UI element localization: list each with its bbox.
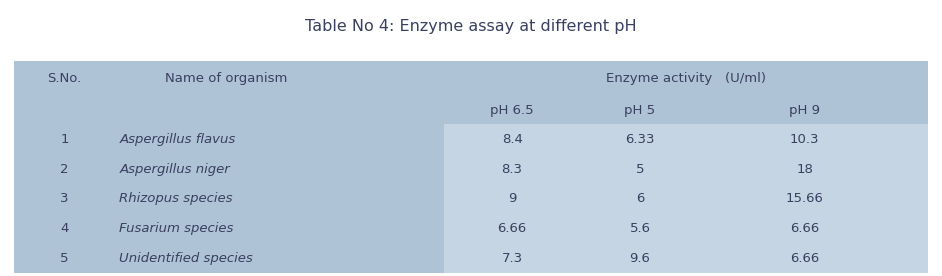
Text: 10.3: 10.3 (789, 133, 820, 146)
Text: 7.3: 7.3 (501, 252, 523, 265)
Text: 5: 5 (60, 252, 69, 265)
Bar (444, 124, 928, 154)
Text: Table No 4: Enzyme assay at different pH: Table No 4: Enzyme assay at different pH (305, 19, 637, 34)
Text: 4: 4 (60, 222, 69, 235)
Bar (444, 154, 928, 184)
Text: 2: 2 (60, 163, 69, 176)
Bar (14, 243, 444, 273)
Text: pH 5: pH 5 (625, 104, 656, 117)
Bar (14, 96, 928, 124)
Text: Rhizopus species: Rhizopus species (120, 192, 233, 205)
Bar (444, 214, 928, 243)
Text: 6.66: 6.66 (497, 222, 527, 235)
Bar (14, 61, 928, 96)
Bar (14, 214, 444, 243)
Bar (14, 154, 444, 184)
Text: pH 9: pH 9 (789, 104, 820, 117)
Text: Enzyme activity   (U/ml): Enzyme activity (U/ml) (606, 72, 766, 85)
Text: 3: 3 (60, 192, 69, 205)
Text: 1: 1 (60, 133, 69, 146)
Bar (444, 243, 928, 273)
Bar (444, 184, 928, 214)
Text: S.No.: S.No. (47, 72, 82, 85)
Text: 15.66: 15.66 (786, 192, 823, 205)
Text: 18: 18 (796, 163, 813, 176)
Text: Name of organism: Name of organism (165, 72, 287, 85)
Text: Fusarium species: Fusarium species (120, 222, 234, 235)
Text: 6: 6 (636, 192, 644, 205)
Text: 6.66: 6.66 (790, 252, 820, 265)
Text: Aspergillus flavus: Aspergillus flavus (120, 133, 236, 146)
Text: 5.6: 5.6 (629, 222, 651, 235)
Text: Aspergillus niger: Aspergillus niger (120, 163, 230, 176)
Text: 9: 9 (508, 192, 516, 205)
Text: 5: 5 (636, 163, 644, 176)
Text: Unidentified species: Unidentified species (120, 252, 253, 265)
Text: 8.3: 8.3 (502, 163, 523, 176)
Text: 9.6: 9.6 (629, 252, 651, 265)
Bar (14, 184, 444, 214)
Text: 8.4: 8.4 (502, 133, 523, 146)
Bar (14, 124, 444, 154)
Text: 6.66: 6.66 (790, 222, 820, 235)
Text: 6.33: 6.33 (625, 133, 655, 146)
Text: pH 6.5: pH 6.5 (490, 104, 534, 117)
